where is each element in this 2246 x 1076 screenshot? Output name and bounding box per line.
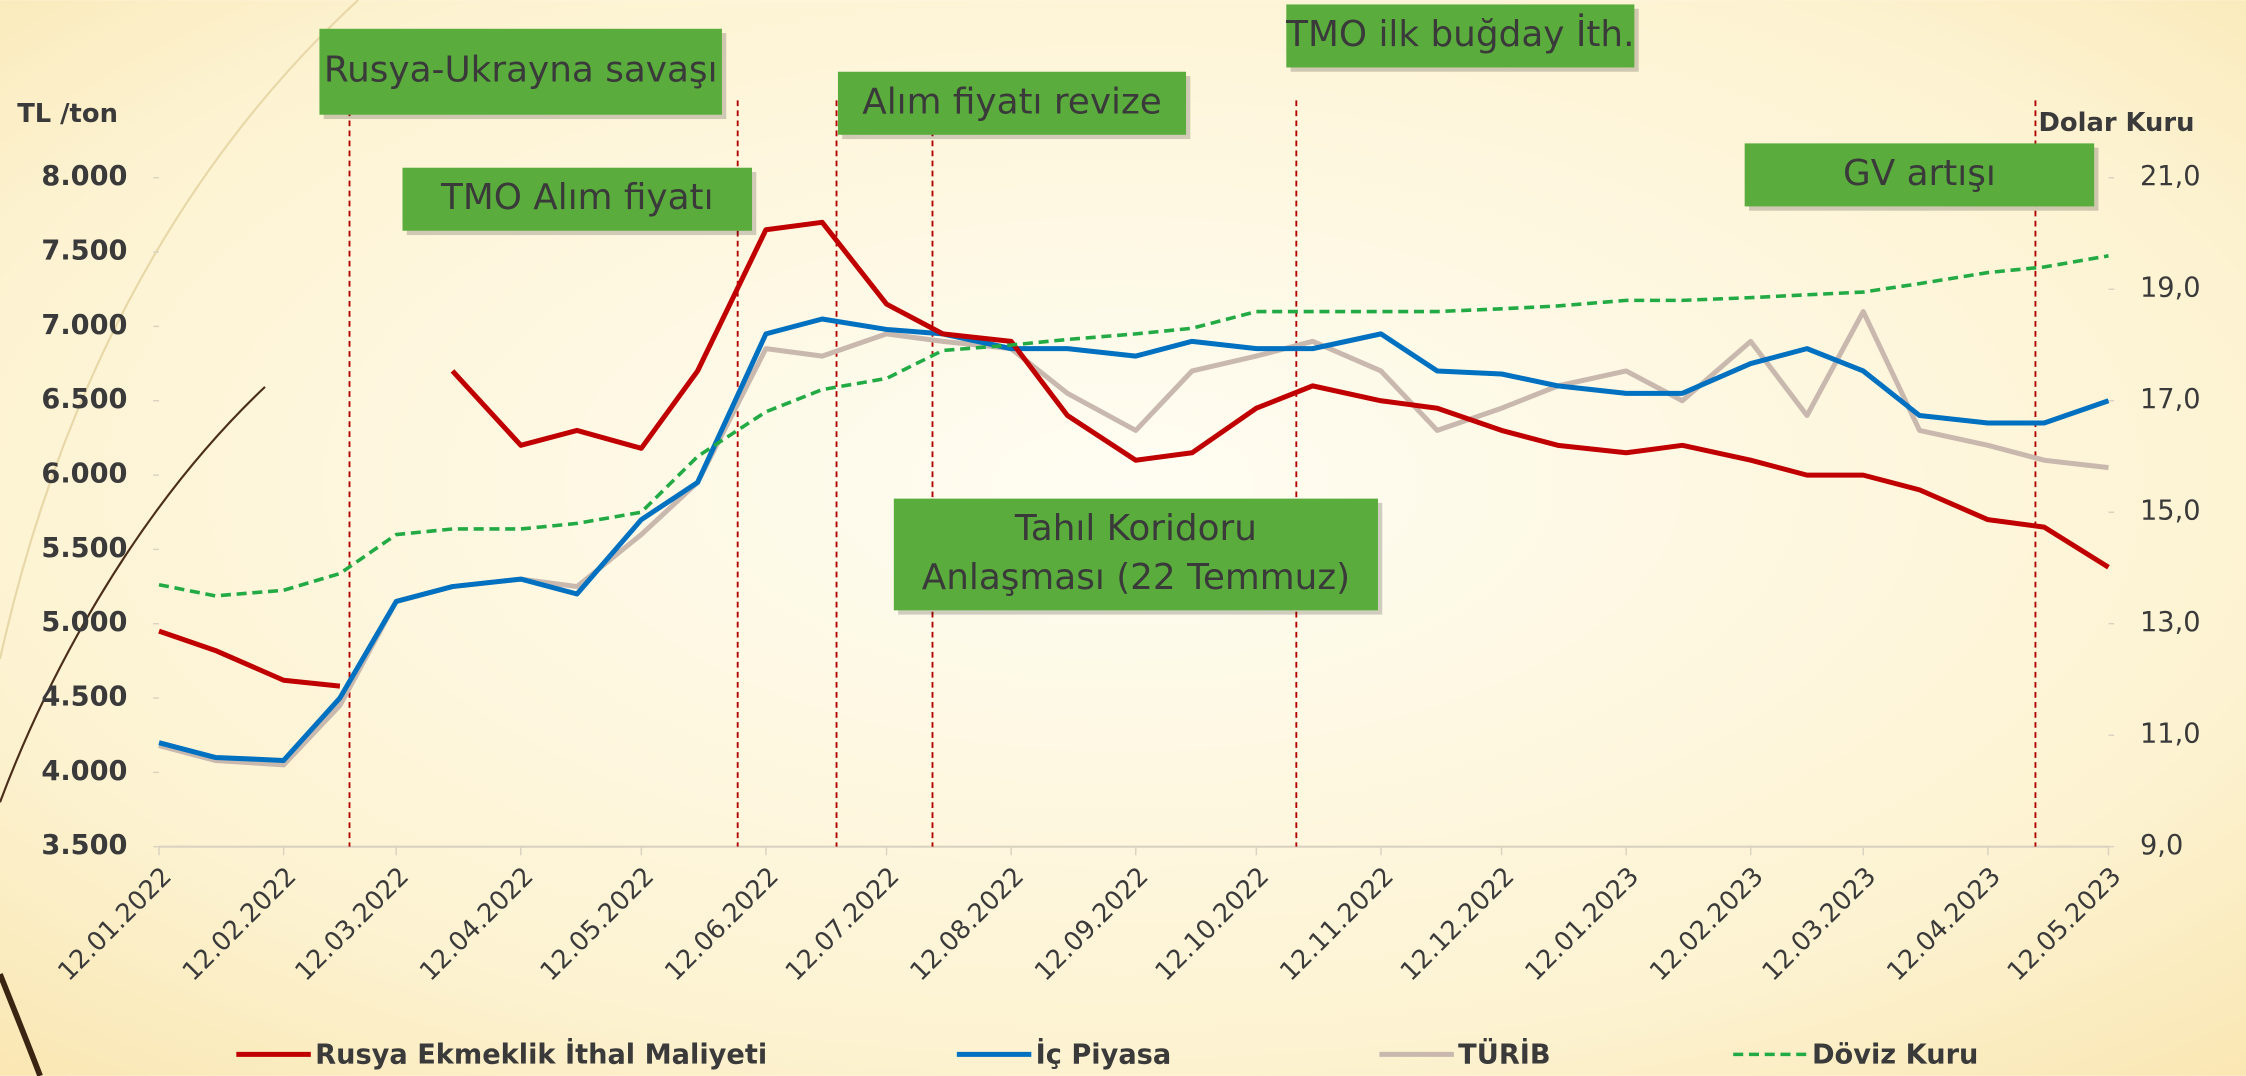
y2-tick-label: 9,0 bbox=[2140, 830, 2183, 861]
y2-tick-label: 11,0 bbox=[2140, 719, 2201, 750]
y2-tick-label: 21,0 bbox=[2140, 161, 2201, 192]
y-tick-label: 5.000 bbox=[41, 607, 127, 638]
annotation-box bbox=[402, 167, 753, 231]
annotation-text: TMO Alım fiyatı bbox=[440, 177, 714, 218]
decor-arc bbox=[0, 0, 359, 660]
annotation-box bbox=[1744, 143, 2095, 207]
annotation-text: Rusya-Ukrayna savaşı bbox=[324, 50, 718, 91]
y2-tick-label: 15,0 bbox=[2140, 496, 2201, 527]
decor-arc bbox=[0, 386, 266, 803]
annotation-text: GV artışı bbox=[1843, 153, 1996, 194]
legend-label: Döviz Kuru bbox=[1812, 1039, 1978, 1070]
y2-tick-label: 17,0 bbox=[2140, 384, 2201, 415]
annotation-box bbox=[837, 71, 1187, 135]
y-tick-label: 5.500 bbox=[41, 533, 127, 564]
annotation-box bbox=[319, 28, 722, 115]
annotation-text: Alım fiyatı revize bbox=[862, 81, 1162, 122]
legend-label: İç Piyasa bbox=[1036, 1038, 1172, 1070]
series-line bbox=[158, 219, 2110, 689]
y2-axis-label: Dolar Kuru bbox=[2039, 108, 2195, 138]
y2-tick-label: 19,0 bbox=[2140, 273, 2201, 304]
y-tick-label: 4.500 bbox=[41, 682, 127, 713]
y-tick-label: 6.000 bbox=[41, 459, 127, 490]
y-tick-label: 6.500 bbox=[41, 384, 127, 415]
y-axis-label: TL /ton bbox=[17, 99, 118, 129]
annotation-box bbox=[1286, 4, 1635, 68]
annotation-text: Tahıl Koridoru bbox=[1014, 508, 1257, 549]
y-tick-label: 8.000 bbox=[41, 161, 127, 192]
series-line bbox=[158, 316, 2110, 763]
y-tick-label: 7.500 bbox=[41, 236, 127, 267]
y-tick-label: 7.000 bbox=[41, 310, 127, 341]
annotation-text: Anlaşması (22 Temmuz) bbox=[922, 557, 1350, 598]
y2-tick-label: 13,0 bbox=[2140, 607, 2201, 638]
annotation-text: TMO ilk buğday İth. bbox=[1285, 13, 1634, 55]
annotation-box bbox=[893, 498, 1378, 611]
decor-arc bbox=[0, 973, 43, 1076]
legend-label: Rusya Ekmeklik İthal Maliyeti bbox=[315, 1038, 767, 1070]
y-tick-label: 3.500 bbox=[41, 830, 127, 861]
series-line bbox=[158, 254, 2109, 598]
y-tick-label: 4.000 bbox=[41, 756, 127, 787]
legend-label: TÜRİB bbox=[1458, 1037, 1550, 1070]
